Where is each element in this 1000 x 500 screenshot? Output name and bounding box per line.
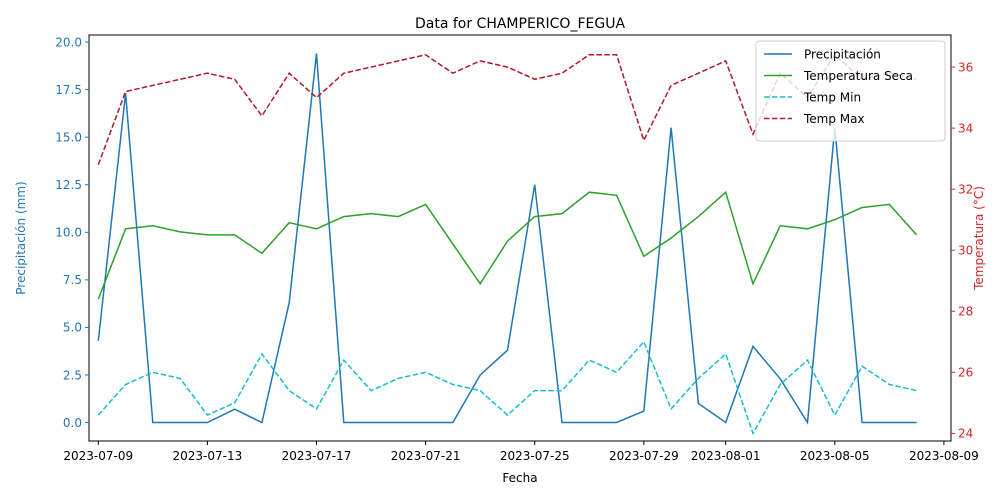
left-tick-label: 20.0 [55,35,82,49]
left-axis-ticks: 0.0 2.5 5.0 7.5 10.0 12.5 15.0 17.5 20.0 [55,35,89,430]
right-tick-label: 36 [958,60,973,74]
x-axis-label: Fecha [502,471,537,485]
x-tick-label: 2023-08-09 [909,449,979,463]
plot-frame [88,34,952,442]
legend-entry-label: Temp Max [803,112,865,126]
x-tick-label: 2023-08-01 [691,449,761,463]
right-tick-label: 26 [958,366,973,380]
x-tick-label: 2023-07-17 [282,449,352,463]
right-tick-label: 24 [958,427,973,441]
right-axis-label: Temperatura (°C) [972,186,986,291]
right-tick-label: 28 [958,305,973,319]
legend-entry-label: Temperatura Seca [803,69,913,83]
legend-box [755,40,946,142]
left-tick-label: 10.0 [55,226,82,240]
chart-title: Data for CHAMPERICO_FEGUA [415,16,625,32]
left-tick-label: 17.5 [55,83,82,97]
x-tick-label: 2023-07-09 [63,449,133,463]
left-tick-label: 0.0 [63,416,82,430]
x-axis-ticks: 2023-07-09 2023-07-13 2023-07-17 2023-07-21… [63,441,979,463]
x-tick-label: 2023-07-25 [500,449,570,463]
right-tick-label: 30 [958,244,973,258]
x-tick-label: 2023-07-13 [173,449,243,463]
right-axis-ticks: 24 26 28 30 32 34 36 [951,60,973,441]
x-tick-label: 2023-07-21 [391,449,461,463]
legend-entry-label: Precipitación [804,47,881,61]
series-line-1 [97,53,917,425]
left-axis-label: Precipitación (mm) [14,181,28,294]
left-tick-label: 5.0 [63,321,82,335]
legend: Precipitación Temperatura Seca Temp Min Tem… [755,40,946,142]
series-line-2 [97,190,918,300]
series-line-3 [97,340,917,436]
left-tick-label: 2.5 [63,368,82,382]
left-tick-label: 15.0 [55,130,82,144]
right-tick-label: 34 [958,121,973,135]
right-tick-label: 32 [958,182,973,196]
left-tick-label: 7.5 [63,273,82,287]
x-tick-label: 2023-07-29 [609,449,679,463]
x-tick-label: 2023-08-05 [800,449,870,463]
legend-entry-label: Temp Min [803,90,861,104]
left-tick-label: 12.5 [55,178,82,192]
